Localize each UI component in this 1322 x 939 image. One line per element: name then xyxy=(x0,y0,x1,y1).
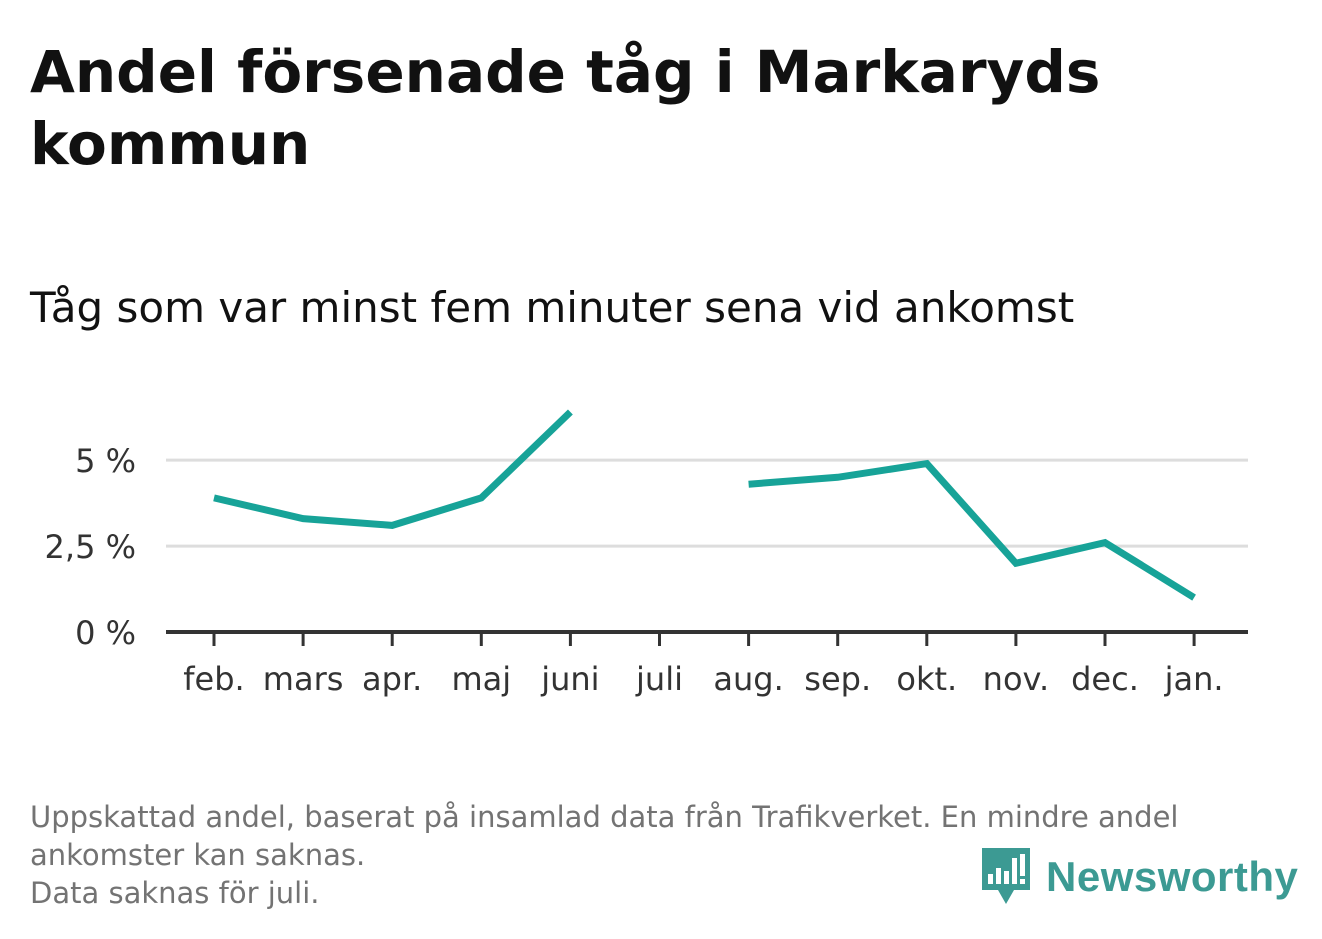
x-tick-label: jan. xyxy=(1164,660,1224,698)
series-line-segment xyxy=(748,459,1196,601)
chart-subtitle: Tåg som var minst fem minuter sena vid a… xyxy=(30,283,1075,332)
chart-title: Andel försenade tåg i Markaryds kommun xyxy=(30,38,1101,178)
grid-lines xyxy=(166,458,1248,548)
footnote-line-2: ankomster kan saknas. xyxy=(30,838,366,872)
x-tick-label: juli xyxy=(635,660,683,698)
footnote: Uppskattad andel, baserat på insamlad da… xyxy=(30,798,1280,912)
y-tick-label: 2,5 % xyxy=(45,528,136,566)
y-tick-label: 0 % xyxy=(75,614,136,652)
newsworthy-logo-icon xyxy=(982,848,1030,904)
footnote-line-3: Data saknas för juli. xyxy=(30,876,320,910)
x-tick-label: apr. xyxy=(362,660,422,698)
x-axis-tick-labels: feb. mars apr. maj juni juli aug. sep. okt. nov. d… xyxy=(183,660,1223,698)
x-tick-label: maj xyxy=(451,660,511,698)
x-axis xyxy=(166,630,1248,646)
y-axis-tick-labels: 0 % 2,5 % 5 % xyxy=(45,442,136,652)
y-tick-label: 5 % xyxy=(75,442,136,480)
series-line-segment xyxy=(213,409,573,529)
brand-logo: Newsworthy xyxy=(980,846,1298,908)
x-tick-label: mars xyxy=(263,660,344,698)
series-lines xyxy=(213,409,1196,601)
brand-name: Newsworthy xyxy=(1046,853,1299,900)
x-tick-label: aug. xyxy=(713,660,783,698)
x-tick-label: okt. xyxy=(896,660,957,698)
x-tick-label: nov. xyxy=(983,660,1049,698)
footnote-line-1: Uppskattad andel, baserat på insamlad da… xyxy=(30,800,1179,834)
x-tick-label: feb. xyxy=(183,660,244,698)
x-tick-label: sep. xyxy=(804,660,871,698)
x-tick-label: dec. xyxy=(1071,660,1139,698)
x-tick-label: juni xyxy=(540,660,599,698)
